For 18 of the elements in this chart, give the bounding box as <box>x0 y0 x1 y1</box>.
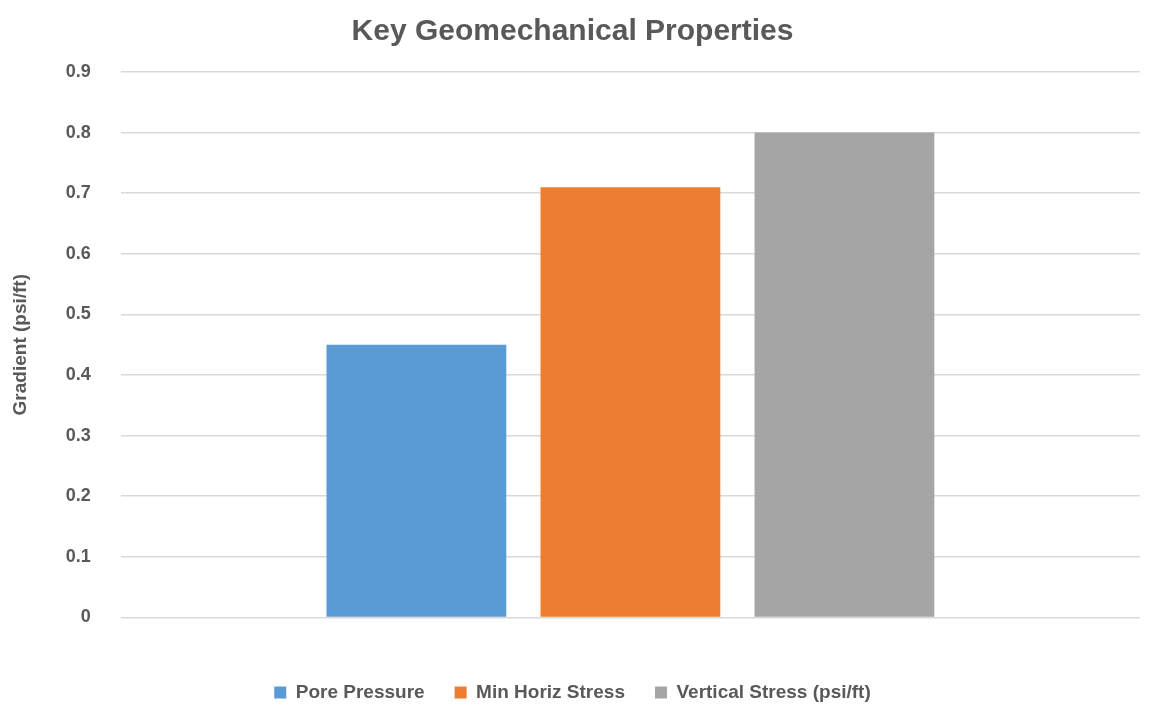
y-tick-label: 0.2 <box>65 485 91 506</box>
y-tick-label: 0.3 <box>65 424 91 445</box>
y-tick-label: 0.8 <box>65 121 91 142</box>
bar <box>326 344 507 617</box>
bar <box>754 132 935 617</box>
y-tick-label: 0.4 <box>65 363 91 384</box>
y-tick-label: 0.9 <box>65 60 91 81</box>
bar <box>540 187 721 617</box>
legend-label: Vertical Stress (psi/ft) <box>676 680 871 702</box>
legend-label: Pore Pressure <box>295 680 425 702</box>
chart-title: Key Geomechanical Properties <box>351 13 794 47</box>
y-tick-label: 0.1 <box>65 545 91 566</box>
legend-label: Min Horiz Stress <box>476 680 625 702</box>
y-axis-title: Gradient (psi/ft) <box>8 273 30 416</box>
y-tick-label: 0 <box>80 606 91 627</box>
y-tick-label: 0.6 <box>65 242 91 263</box>
y-tick-label: 0.5 <box>65 303 91 324</box>
y-tick-label: 0.7 <box>65 182 91 203</box>
